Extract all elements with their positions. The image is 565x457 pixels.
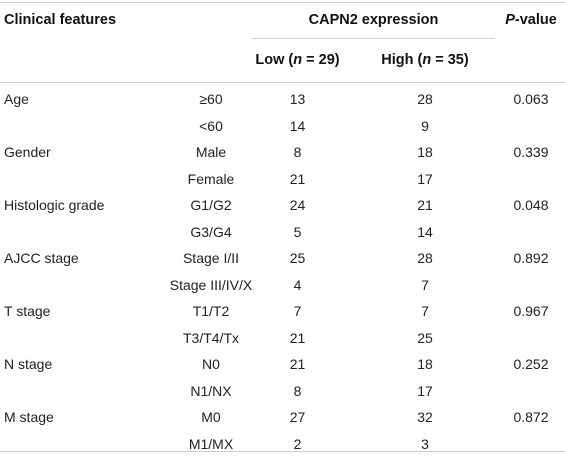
feature-cell: M stage xyxy=(4,404,54,431)
top-rule xyxy=(0,2,565,3)
category-cell: Female xyxy=(166,166,256,193)
feature-cell: Gender xyxy=(4,139,51,166)
high-cell: 32 xyxy=(370,404,480,431)
header-clinical-features: Clinical features xyxy=(4,12,116,28)
high-cell: 28 xyxy=(370,245,480,272)
header-low-suffix: = 29) xyxy=(302,52,339,68)
low-cell: 25 xyxy=(255,245,340,272)
header-low-n: n xyxy=(293,52,302,68)
high-cell: 18 xyxy=(370,139,480,166)
high-cell: 9 xyxy=(370,113,480,140)
pvalue-cell: 0.063 xyxy=(503,86,559,113)
header-p-italic: P xyxy=(505,12,515,28)
header-bottom-rule xyxy=(0,82,565,83)
category-cell: <60 xyxy=(166,113,256,140)
header-high-prefix: High ( xyxy=(381,52,422,68)
low-cell: 4 xyxy=(255,272,340,299)
feature-cell: Histologic grade xyxy=(4,192,104,219)
high-cell: 18 xyxy=(370,351,480,378)
pvalue-cell xyxy=(503,166,559,193)
pvalue-cell: 0.339 xyxy=(503,139,559,166)
header-capn2-expression: CAPN2 expression xyxy=(252,12,495,28)
low-cell: 21 xyxy=(255,351,340,378)
high-cell: 25 xyxy=(370,325,480,352)
category-cell: N1/NX xyxy=(166,378,256,405)
high-cell: 7 xyxy=(370,298,480,325)
low-cell: 21 xyxy=(255,325,340,352)
low-cell: 2 xyxy=(255,431,340,457)
pvalue-cell xyxy=(503,219,559,246)
category-cell: Male xyxy=(166,139,256,166)
feature-cell: T stage xyxy=(4,298,50,325)
low-cell: 13 xyxy=(255,86,340,113)
category-cell: Stage III/IV/X xyxy=(166,272,256,299)
bottom-rule xyxy=(0,451,565,452)
low-cell: 8 xyxy=(255,139,340,166)
low-cell: 21 xyxy=(255,166,340,193)
high-cell: 7 xyxy=(370,272,480,299)
pvalue-cell: 0.252 xyxy=(503,351,559,378)
high-cell: 3 xyxy=(370,431,480,457)
low-cell: 7 xyxy=(255,298,340,325)
low-cell: 27 xyxy=(255,404,340,431)
feature-cell: N stage xyxy=(4,351,52,378)
category-cell: N0 xyxy=(166,351,256,378)
category-cell: M1/MX xyxy=(166,431,256,457)
pvalue-cell: 0.048 xyxy=(503,192,559,219)
high-cell: 14 xyxy=(370,219,480,246)
category-cell: T3/T4/Tx xyxy=(166,325,256,352)
low-cell: 8 xyxy=(255,378,340,405)
feature-cell: AJCC stage xyxy=(4,245,79,272)
pvalue-cell xyxy=(503,431,559,457)
high-cell: 28 xyxy=(370,86,480,113)
category-cell: G3/G4 xyxy=(166,219,256,246)
category-cell: T1/T2 xyxy=(166,298,256,325)
pvalue-cell: 0.872 xyxy=(503,404,559,431)
header-low: Low (n = 29) xyxy=(255,52,340,68)
category-cell: G1/G2 xyxy=(166,192,256,219)
header-low-prefix: Low ( xyxy=(255,52,293,68)
high-cell: 17 xyxy=(370,378,480,405)
high-cell: 21 xyxy=(370,192,480,219)
header-high-suffix: = 35) xyxy=(431,52,468,68)
header-high: High (n = 35) xyxy=(370,52,480,68)
low-cell: 24 xyxy=(255,192,340,219)
feature-cell: Age xyxy=(4,86,29,113)
header-p-rest: -value xyxy=(515,12,557,28)
pvalue-cell xyxy=(503,325,559,352)
pvalue-cell xyxy=(503,272,559,299)
header-p-value: P-value xyxy=(503,12,559,28)
category-cell: M0 xyxy=(166,404,256,431)
high-cell: 17 xyxy=(370,166,480,193)
category-cell: ≥60 xyxy=(166,86,256,113)
header-high-n: n xyxy=(422,52,431,68)
pvalue-cell: 0.967 xyxy=(503,298,559,325)
pvalue-cell xyxy=(503,113,559,140)
group-rule xyxy=(252,38,495,39)
low-cell: 5 xyxy=(255,219,340,246)
pvalue-cell xyxy=(503,378,559,405)
pvalue-cell: 0.892 xyxy=(503,245,559,272)
low-cell: 14 xyxy=(255,113,340,140)
category-cell: Stage I/II xyxy=(166,245,256,272)
